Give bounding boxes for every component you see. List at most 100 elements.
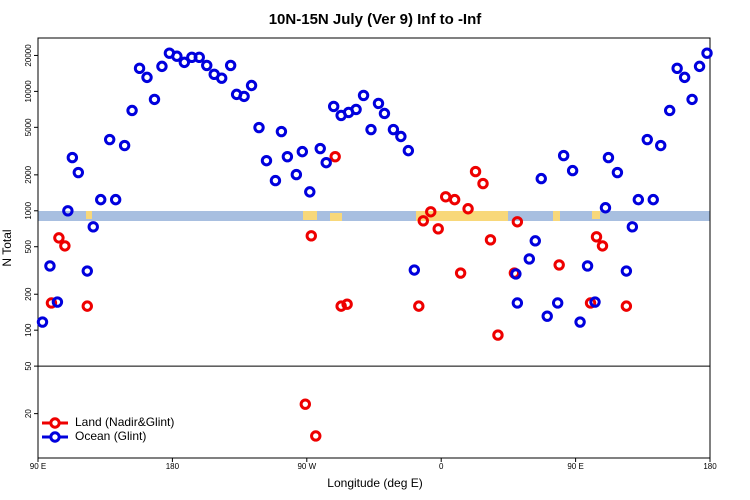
point	[378, 107, 391, 120]
point	[357, 89, 370, 102]
point	[290, 168, 303, 181]
x-tick-label: 180	[166, 462, 180, 471]
point	[36, 316, 49, 328]
point	[417, 215, 429, 227]
point	[224, 59, 237, 72]
point	[95, 193, 107, 206]
point	[148, 93, 161, 106]
point	[44, 260, 56, 272]
point	[557, 149, 570, 162]
point	[574, 316, 586, 328]
point	[425, 206, 437, 218]
point	[462, 203, 474, 215]
y-tick-label: 10000	[24, 80, 33, 103]
point	[686, 93, 698, 106]
point	[566, 164, 579, 177]
point	[395, 130, 407, 143]
x-tick-label: 90 E	[30, 462, 46, 471]
y-tick-label: 100	[24, 323, 33, 337]
point	[310, 430, 322, 442]
point	[413, 300, 425, 312]
point	[141, 71, 153, 84]
point	[541, 310, 553, 322]
chart-title: 10N-15N July (Ver 9) Inf to -Inf	[269, 11, 483, 28]
point	[126, 104, 138, 117]
point	[118, 139, 131, 152]
y-axis-label: N Total	[0, 229, 14, 266]
point	[320, 156, 332, 169]
point	[492, 329, 504, 341]
x-tick-label: 180	[703, 462, 717, 471]
point	[245, 79, 258, 92]
point	[387, 123, 400, 136]
point	[72, 166, 85, 179]
point	[81, 300, 93, 312]
legend-label: Land (Nadir&Glint)	[75, 415, 174, 429]
point	[408, 264, 421, 276]
point	[484, 234, 497, 246]
point	[314, 142, 326, 155]
point	[304, 186, 316, 198]
x-tick-label: 0	[439, 462, 444, 471]
point	[596, 240, 609, 252]
y-tick-label: 50	[24, 361, 33, 370]
point	[269, 174, 282, 187]
legend-label: Ocean (Glint)	[75, 429, 146, 443]
point	[296, 145, 309, 158]
point	[553, 259, 565, 271]
point	[511, 216, 524, 228]
surface-band	[38, 211, 710, 221]
point	[201, 59, 213, 72]
point	[275, 125, 288, 138]
point	[253, 121, 265, 134]
point	[178, 56, 191, 69]
point	[663, 104, 676, 117]
point	[109, 193, 122, 206]
point	[626, 221, 639, 233]
point	[341, 298, 353, 310]
point	[193, 51, 205, 63]
point	[281, 150, 294, 163]
point	[103, 133, 116, 146]
point	[238, 90, 250, 103]
point	[551, 297, 564, 309]
point	[590, 231, 603, 243]
point	[260, 154, 273, 167]
point	[133, 62, 146, 75]
point	[81, 265, 93, 277]
point	[59, 240, 71, 252]
point	[329, 150, 341, 163]
point	[599, 202, 612, 214]
y-tick-label: 1000	[24, 201, 33, 219]
point	[448, 193, 461, 206]
legend-marker	[49, 417, 61, 429]
point	[647, 193, 659, 206]
point	[372, 97, 385, 110]
point	[87, 221, 99, 233]
point	[581, 260, 594, 272]
point	[469, 165, 482, 178]
point	[620, 265, 633, 277]
x-axis-label: Longitude (deg E)	[327, 476, 422, 490]
x-tick-label: 90 W	[297, 462, 316, 471]
point	[432, 223, 444, 235]
point	[589, 296, 601, 308]
y-tick-label: 500	[24, 240, 33, 254]
point	[511, 297, 524, 309]
point	[632, 193, 645, 206]
point	[611, 166, 624, 179]
point	[439, 191, 452, 203]
point	[529, 235, 541, 247]
point	[523, 253, 536, 265]
point	[402, 144, 415, 157]
y-tick-label: 2000	[24, 165, 33, 183]
legend-marker	[49, 431, 61, 443]
point	[51, 296, 64, 308]
point	[350, 103, 362, 116]
point	[510, 268, 522, 280]
point	[156, 60, 168, 73]
point	[305, 230, 317, 242]
point	[66, 151, 79, 164]
point	[335, 300, 347, 312]
